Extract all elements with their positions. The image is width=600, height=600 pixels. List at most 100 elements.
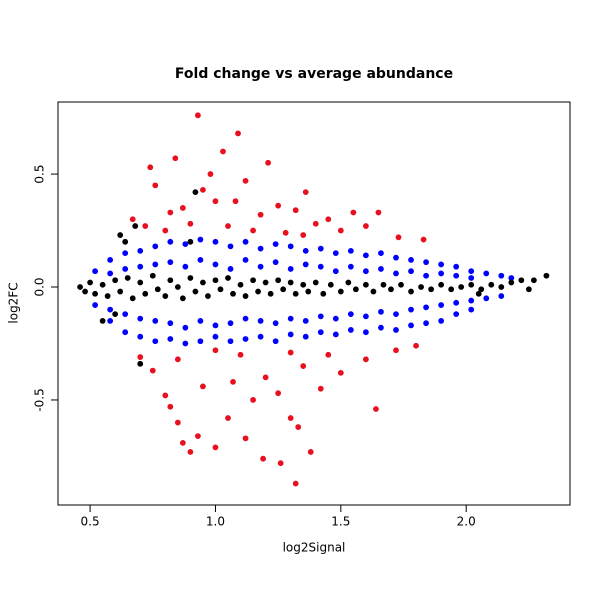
point (317, 263, 324, 270)
point (408, 306, 414, 313)
plot-box (57, 101, 571, 506)
point (525, 286, 532, 293)
point (205, 293, 211, 299)
point (235, 130, 241, 137)
x-tick-label: 0.5 (81, 515, 100, 529)
point (453, 272, 460, 279)
point (423, 304, 429, 311)
point (498, 284, 505, 290)
point (192, 189, 199, 196)
point (257, 245, 264, 252)
point (378, 266, 384, 272)
point (225, 275, 231, 281)
point (142, 223, 149, 229)
point (227, 320, 234, 327)
point (212, 198, 219, 205)
x-tick-label: 1.0 (206, 515, 225, 529)
point (257, 333, 264, 340)
point (388, 286, 394, 293)
point (167, 277, 174, 284)
point (438, 261, 445, 268)
point (227, 266, 234, 272)
point (282, 229, 289, 236)
point (332, 315, 339, 322)
point (220, 148, 226, 155)
point (300, 232, 307, 238)
point (265, 159, 272, 166)
point (280, 286, 287, 293)
point (530, 277, 537, 284)
point (182, 263, 189, 270)
point (217, 286, 224, 293)
point (257, 317, 264, 324)
point (197, 338, 204, 345)
point (262, 374, 269, 381)
point (408, 322, 414, 329)
point (287, 243, 294, 250)
point (423, 259, 429, 266)
point (302, 261, 309, 268)
y-tick-label: 0.0 (33, 277, 47, 296)
point (483, 295, 490, 302)
point (182, 340, 189, 347)
point (129, 295, 136, 302)
point (137, 263, 144, 270)
point (187, 238, 194, 245)
point (122, 266, 129, 272)
point (117, 288, 124, 295)
point (453, 299, 460, 306)
point (137, 247, 144, 254)
point (137, 333, 144, 340)
point (420, 236, 427, 243)
point (212, 261, 219, 268)
point (488, 281, 495, 288)
x-axis-label: log2Signal (283, 541, 346, 555)
point (300, 363, 307, 369)
point (242, 177, 249, 184)
point (302, 189, 309, 196)
point (107, 306, 114, 313)
point (408, 268, 414, 275)
point (277, 460, 284, 467)
point (174, 419, 181, 426)
point (337, 369, 344, 376)
point (242, 435, 249, 442)
point (227, 338, 234, 345)
point (232, 198, 239, 205)
point (225, 223, 231, 229)
point (302, 247, 309, 254)
point (250, 277, 256, 284)
point (200, 383, 206, 390)
point (438, 302, 445, 308)
point (137, 360, 144, 367)
point (197, 257, 204, 263)
point (195, 112, 201, 119)
y-axis-label: log2FC (7, 282, 21, 323)
point (92, 302, 99, 308)
point (347, 311, 354, 318)
point (192, 288, 199, 295)
point (393, 254, 399, 261)
point (275, 277, 282, 284)
point (498, 272, 505, 279)
point (272, 259, 279, 266)
point (438, 281, 445, 288)
point (77, 284, 83, 290)
point (262, 279, 269, 286)
point (197, 236, 204, 243)
point (302, 317, 309, 324)
point (287, 266, 294, 272)
point (393, 270, 399, 277)
point (428, 286, 434, 293)
point (438, 270, 445, 277)
point (152, 317, 159, 324)
point (152, 182, 159, 189)
point (167, 336, 174, 342)
point (370, 288, 377, 295)
point (242, 315, 249, 322)
point (423, 320, 429, 327)
point (393, 347, 399, 354)
point (332, 268, 339, 275)
point (320, 290, 327, 297)
